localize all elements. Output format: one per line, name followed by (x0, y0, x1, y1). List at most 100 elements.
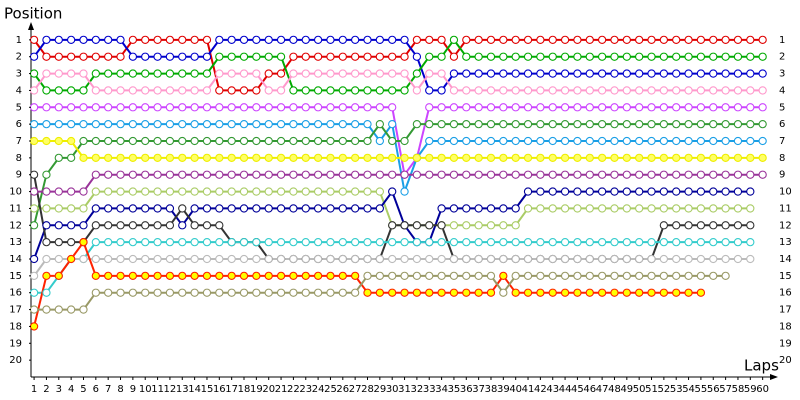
lap-point (326, 170, 335, 179)
lap-point (474, 136, 483, 146)
lap-point (474, 52, 483, 61)
lap-point (597, 204, 607, 213)
lap-point (684, 35, 693, 45)
lap-point (276, 288, 286, 297)
lap-point (597, 119, 607, 129)
lap-point (622, 254, 631, 264)
y-tick-label-right: 16 (779, 288, 792, 299)
lap-point (289, 288, 298, 297)
lap-point (499, 52, 508, 61)
lap-point (215, 52, 224, 61)
lap-point (425, 221, 434, 230)
lap-point (449, 119, 459, 129)
lap-point (313, 170, 323, 179)
y-tick-label-right: 2 (779, 52, 785, 63)
y-tick-label-right: 17 (779, 305, 792, 316)
lap-point (91, 103, 100, 112)
lap-point (388, 86, 397, 95)
lap-point (437, 136, 446, 146)
lap-point (659, 237, 669, 247)
lap-point (585, 271, 594, 281)
lap-point (313, 204, 323, 213)
lap-point (462, 103, 471, 112)
x-tick-label: 38 (485, 384, 498, 395)
y-tick-label: 2 (16, 52, 22, 63)
lap-point (91, 35, 100, 45)
lap-point (548, 271, 557, 281)
lap-point (610, 153, 619, 163)
x-tick-label: 16 (213, 384, 226, 395)
lap-point (622, 204, 631, 213)
lap-point (585, 119, 594, 129)
lap-point (437, 153, 446, 163)
lap-point (425, 103, 434, 112)
x-tick-label: 32 (411, 384, 424, 395)
lap-point (29, 69, 39, 78)
lap-point (301, 170, 310, 179)
lap-point (289, 271, 298, 281)
lap-point (400, 271, 409, 281)
lap-point (474, 35, 483, 45)
x-tick-label: 19 (250, 384, 263, 395)
lap-point (437, 119, 446, 129)
lap-point (264, 288, 273, 297)
lap-point (215, 35, 224, 45)
lap-point (128, 153, 138, 163)
lap-point (42, 305, 51, 314)
lap-point (190, 237, 199, 247)
lap-point (597, 153, 607, 163)
lap-point (326, 153, 335, 163)
lap-point (239, 69, 249, 78)
lap-point (91, 187, 100, 196)
y-tick-label-right: 1 (779, 35, 785, 46)
lap-point (388, 69, 397, 78)
lap-point (301, 204, 310, 213)
lap-point (647, 288, 656, 297)
lap-point (474, 288, 483, 297)
lap-point (42, 271, 51, 281)
lap-point (313, 271, 323, 281)
lap-point (227, 153, 236, 163)
lap-point (202, 103, 212, 112)
lap-point (252, 35, 261, 45)
lap-point (536, 69, 545, 78)
lap-point (79, 119, 88, 129)
lap-point (696, 69, 706, 78)
lap-point (338, 153, 347, 163)
x-tick-label: 7 (105, 384, 111, 395)
lap-point (536, 153, 545, 163)
lap-point (289, 237, 298, 247)
lap-point (486, 237, 496, 247)
lap-point (54, 86, 63, 95)
lap-point (733, 221, 743, 230)
lap-point (462, 136, 471, 146)
lap-point (400, 254, 409, 264)
lap-point (215, 254, 224, 264)
lap-point (696, 187, 706, 196)
lap-point (585, 52, 594, 61)
lap-point (659, 119, 669, 129)
lap-point (696, 52, 706, 61)
x-tick-label: 9 (130, 384, 136, 395)
lap-point (301, 288, 310, 297)
lap-point (375, 288, 384, 297)
lap-point (227, 271, 236, 281)
lap-point (709, 103, 718, 112)
lap-point (104, 103, 113, 112)
lap-point (400, 35, 409, 45)
lap-point (363, 119, 372, 129)
lap-point (536, 271, 545, 281)
lap-point (523, 187, 533, 196)
lap-point (585, 153, 594, 163)
x-tick-label: 57 (719, 384, 732, 395)
lap-point (672, 271, 681, 281)
lap-point (400, 52, 409, 61)
lap-point (104, 237, 113, 247)
lap-point (116, 187, 125, 196)
lap-point (42, 170, 51, 179)
lap-point (239, 136, 249, 146)
lap-point (141, 136, 150, 146)
lap-point (202, 187, 212, 196)
lap-point (338, 119, 347, 129)
lap-point (511, 103, 520, 112)
